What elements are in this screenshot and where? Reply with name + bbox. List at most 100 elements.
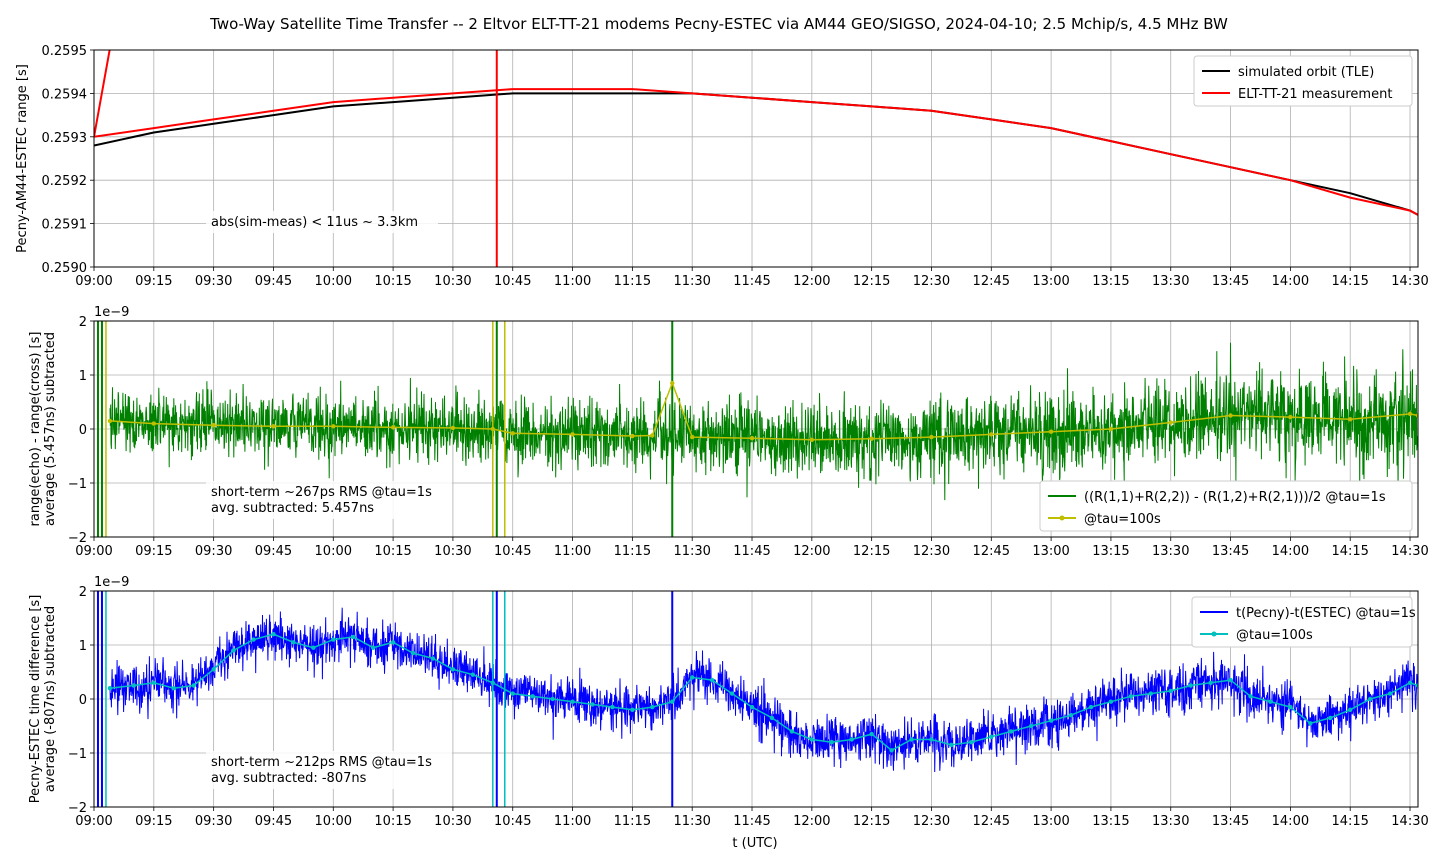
x-tick-label: 11:45 <box>733 814 770 829</box>
avg-series-point <box>709 677 715 683</box>
x-tick-label: 10:30 <box>434 274 471 289</box>
plot-area <box>96 591 1418 807</box>
avg-series-point <box>1208 680 1213 685</box>
x-tick-label: 10:15 <box>374 544 411 559</box>
plot-area <box>96 321 1418 537</box>
avg-series-point <box>151 680 157 685</box>
avg-series-point <box>351 634 356 640</box>
y-tick-label: 0.2595 <box>42 44 88 59</box>
x-tick-label: 12:15 <box>853 274 890 289</box>
avg-series-point <box>490 426 495 432</box>
x-tick-label: 10:30 <box>434 814 471 829</box>
x-tick-label: 13:15 <box>1092 274 1129 289</box>
x-tick-label: 12:00 <box>793 814 830 829</box>
y-tick-label: 0.2590 <box>42 261 88 276</box>
x-tick-label: 09:45 <box>255 274 292 289</box>
legend-label: ((R(1,1)+R(2,2)) - (R(1,2)+R(2,1)))/2 @t… <box>1084 490 1386 505</box>
avg-series-point <box>470 672 476 677</box>
x-tick-label: 14:30 <box>1391 274 1428 289</box>
avg-series-point <box>1288 414 1293 420</box>
x-tick-label: 14:30 <box>1391 544 1428 559</box>
plot-frame <box>93 590 1419 808</box>
y-tick-label: 2 <box>79 315 87 330</box>
avg-series-point <box>1367 696 1373 702</box>
x-tick-label: 14:15 <box>1331 814 1368 829</box>
y-tick-label: −2 <box>68 531 87 546</box>
legend-label: @tau=100s <box>1084 512 1161 527</box>
x-tick-label: 11:15 <box>614 274 651 289</box>
avg-series-point <box>1248 694 1253 699</box>
y-tick-label: 0.2591 <box>42 218 88 233</box>
x-tick-label: 11:15 <box>614 814 651 829</box>
avg-series-point <box>789 729 795 734</box>
avg-series-point <box>1415 413 1418 418</box>
avg-series-point <box>131 683 137 688</box>
x-tick-label: 09:15 <box>135 814 172 829</box>
avg-series-point <box>1068 713 1074 718</box>
x-tick-label: 14:30 <box>1391 814 1428 829</box>
avg-series-point <box>1108 426 1114 432</box>
x-tick-label: 13:15 <box>1092 544 1129 559</box>
avg-series-point <box>331 424 336 429</box>
legend-label: @tau=100s <box>1236 628 1313 643</box>
x-tick-label: 12:15 <box>853 544 890 559</box>
y-exponent-label: 1e−9 <box>94 575 129 590</box>
x-tick-label: 13:00 <box>1032 544 1069 559</box>
avg-series-point <box>1308 721 1313 726</box>
avg-series-point <box>650 433 655 438</box>
x-tick-label: 12:45 <box>973 274 1010 289</box>
x-tick-label: 10:30 <box>434 544 471 559</box>
avg-series-point <box>1009 729 1014 734</box>
plot-frame <box>93 49 1419 268</box>
x-tick-label: 09:15 <box>135 544 172 559</box>
x-tick-label: 10:15 <box>374 814 411 829</box>
noisy-series-line <box>109 607 1418 773</box>
figure-title: Two-Way Satellite Time Transfer -- 2 Elt… <box>209 15 1228 33</box>
chart-panel-3: 09:00 09:15 09:30 09:45 10:00 10:15 10:30 10:45… <box>28 575 1429 829</box>
avg-series-point <box>769 715 775 721</box>
avg-series-point <box>211 423 216 428</box>
avg-series-point <box>1288 704 1293 710</box>
avg-series-point <box>550 696 555 702</box>
x-tick-label: 12:30 <box>913 544 950 559</box>
y-tick-label: 1 <box>79 639 87 654</box>
x-tick-label: 10:45 <box>494 274 531 289</box>
x-tick-label: 10:45 <box>494 544 531 559</box>
avg-series-point <box>251 637 256 642</box>
avg-series-point <box>630 433 635 439</box>
avg-series-point <box>1348 417 1353 422</box>
x-tick-label: 14:00 <box>1272 814 1309 829</box>
avg-series-point <box>869 436 874 441</box>
x-tick-label: 14:15 <box>1331 544 1368 559</box>
x-tick-label: 10:45 <box>494 814 531 829</box>
chart-panel-1: 09:00 09:15 09:30 09:45 10:00 10:15 10:30 10:45… <box>15 44 1429 289</box>
avg-series-point <box>670 380 675 386</box>
avg-series-point <box>1387 691 1393 696</box>
avg-series-point <box>191 683 196 688</box>
legend-label: t(Pecny)-t(ESTEC) @tau=1s <box>1236 606 1416 621</box>
avg-series-point <box>969 740 974 745</box>
annotation-text: short-term ~267ps RMS @tau=1s <box>211 485 432 500</box>
avg-series-point <box>1328 715 1333 721</box>
x-tick-label: 13:45 <box>1212 544 1249 559</box>
x-tick-label: 09:45 <box>255 814 292 829</box>
avg-series-point <box>829 740 834 745</box>
annotation-box <box>206 211 438 233</box>
y-tick-label: 0.2594 <box>42 87 88 102</box>
avg-series-point <box>630 707 635 712</box>
avg-series-point <box>211 667 216 672</box>
avg-series-point <box>1028 723 1034 729</box>
x-tick-label: 10:00 <box>315 544 352 559</box>
x-tick-label: 12:45 <box>973 814 1010 829</box>
avg-series-point <box>291 640 296 645</box>
avg-series-point <box>849 737 854 742</box>
avg-series-point <box>570 699 575 704</box>
x-tick-label: 11:00 <box>554 814 591 829</box>
avg-series-point <box>271 424 276 429</box>
avg-series-point <box>1108 699 1114 704</box>
avg-series-point <box>231 648 236 653</box>
avg-series-point <box>650 704 655 710</box>
avg-series-point <box>370 645 376 650</box>
avg-series-point <box>1128 694 1134 699</box>
